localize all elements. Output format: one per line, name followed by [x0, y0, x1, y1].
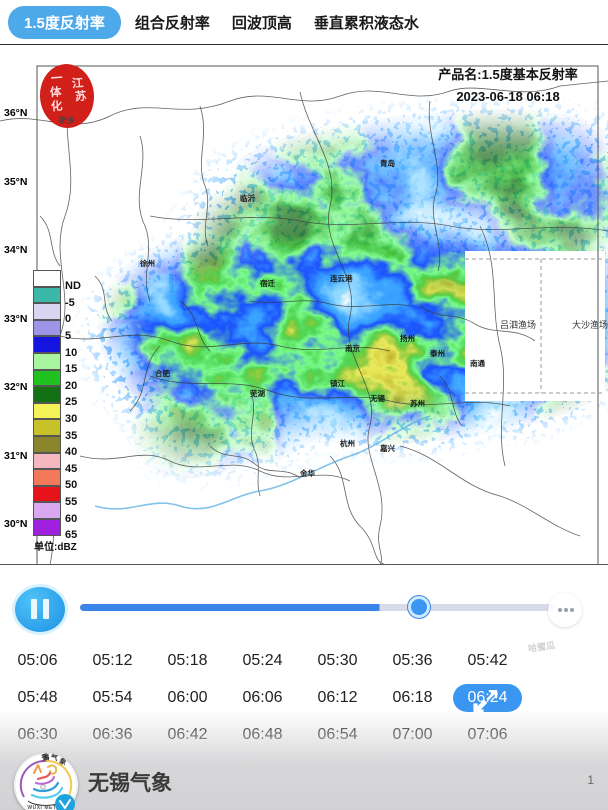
svg-text:体: 体 — [49, 85, 62, 100]
svg-text:芜湖: 芜湖 — [250, 388, 265, 398]
svg-text:连云港: 连云港 — [330, 273, 353, 283]
svg-text:镇江: 镇江 — [330, 378, 345, 388]
svg-text:无锡: 无锡 — [369, 393, 385, 403]
svg-text:气: 气 — [49, 753, 58, 762]
svg-text:徐州: 徐州 — [139, 258, 155, 268]
svg-text:宿迁: 宿迁 — [260, 278, 275, 288]
svg-text:南通: 南通 — [470, 358, 485, 368]
svg-text:南京: 南京 — [345, 343, 360, 353]
svg-text:青岛: 青岛 — [380, 158, 395, 168]
svg-text:吕泗渔场: 吕泗渔场 — [500, 320, 536, 330]
svg-text:苏: 苏 — [74, 89, 87, 104]
svg-text:化: 化 — [50, 99, 63, 114]
svg-text:苏州: 苏州 — [410, 398, 425, 408]
svg-text:临沂: 临沂 — [240, 193, 255, 203]
svg-text:锡: 锡 — [42, 753, 50, 762]
svg-text:一: 一 — [51, 73, 64, 86]
svg-text:大沙渔场: 大沙渔场 — [572, 319, 608, 330]
svg-text:新乡: 新乡 — [59, 115, 75, 125]
svg-text:杭州: 杭州 — [340, 438, 355, 448]
svg-text:泰州: 泰州 — [429, 348, 445, 358]
svg-text:江: 江 — [71, 76, 84, 91]
svg-text:合肥: 合肥 — [155, 368, 170, 378]
svg-text:金华: 金华 — [299, 468, 315, 478]
svg-text:嘉兴: 嘉兴 — [379, 443, 395, 453]
svg-text:扬州: 扬州 — [400, 333, 415, 343]
